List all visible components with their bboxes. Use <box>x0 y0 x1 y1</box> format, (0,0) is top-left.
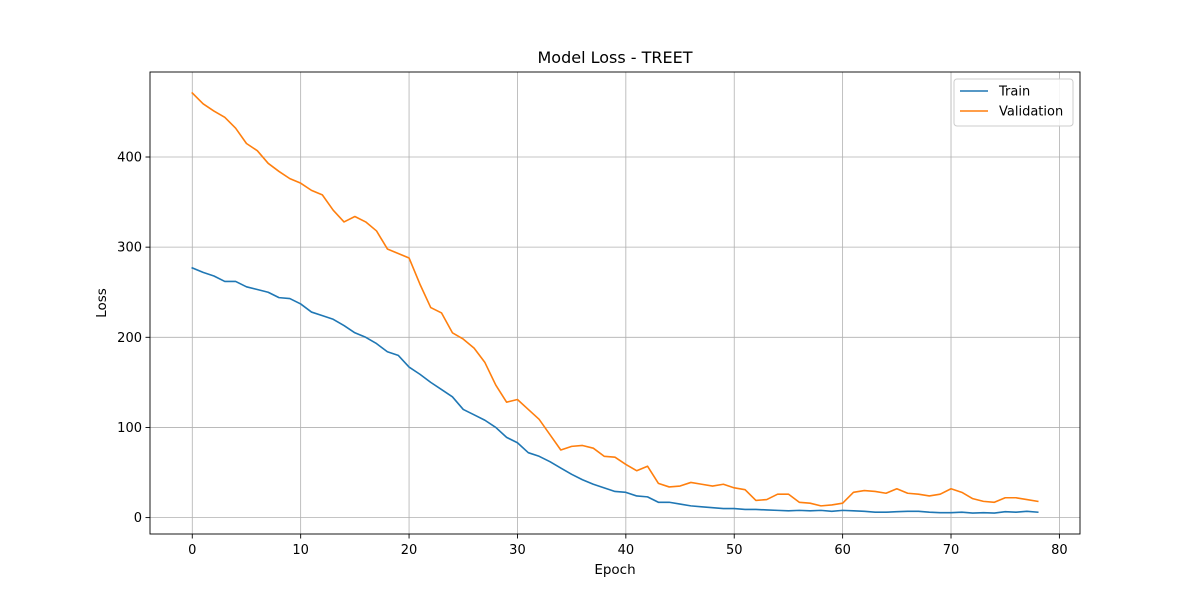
y-tick-label: 400 <box>117 151 142 166</box>
legend-label-validation: Validation <box>999 105 1063 120</box>
x-axis-label: Epoch <box>594 562 635 578</box>
axes-frame <box>149 71 1081 535</box>
y-tick-label: 300 <box>117 241 142 256</box>
axes: 0 10 20 30 40 50 60 70 80 0 100 200 300 400 <box>117 71 1081 558</box>
series-line-train <box>191 266 1039 514</box>
x-tick-label: 80 <box>1051 543 1068 558</box>
x-tick-label: 0 <box>188 543 196 558</box>
grid <box>150 72 1080 534</box>
x-tick-label: 70 <box>943 543 960 558</box>
chart-title: Model Loss - TREET <box>537 48 692 67</box>
x-tick-label: 50 <box>726 543 743 558</box>
y-tick-label: 100 <box>117 421 142 436</box>
legend-label-train: Train <box>998 85 1030 100</box>
y-tick-label: 0 <box>134 511 142 526</box>
x-tick-label: 60 <box>834 543 851 558</box>
legend: Train Validation <box>953 78 1074 127</box>
series-lines <box>191 91 1039 514</box>
x-tick-label: 10 <box>292 543 309 558</box>
series-line-validation <box>191 91 1039 507</box>
x-tick-label: 20 <box>401 543 418 558</box>
x-tick-label: 40 <box>618 543 635 558</box>
plot-area <box>150 72 1080 534</box>
y-tick-label: 200 <box>117 331 142 346</box>
y-axis-label: Loss <box>94 288 110 318</box>
x-tick-label: 30 <box>509 543 526 558</box>
